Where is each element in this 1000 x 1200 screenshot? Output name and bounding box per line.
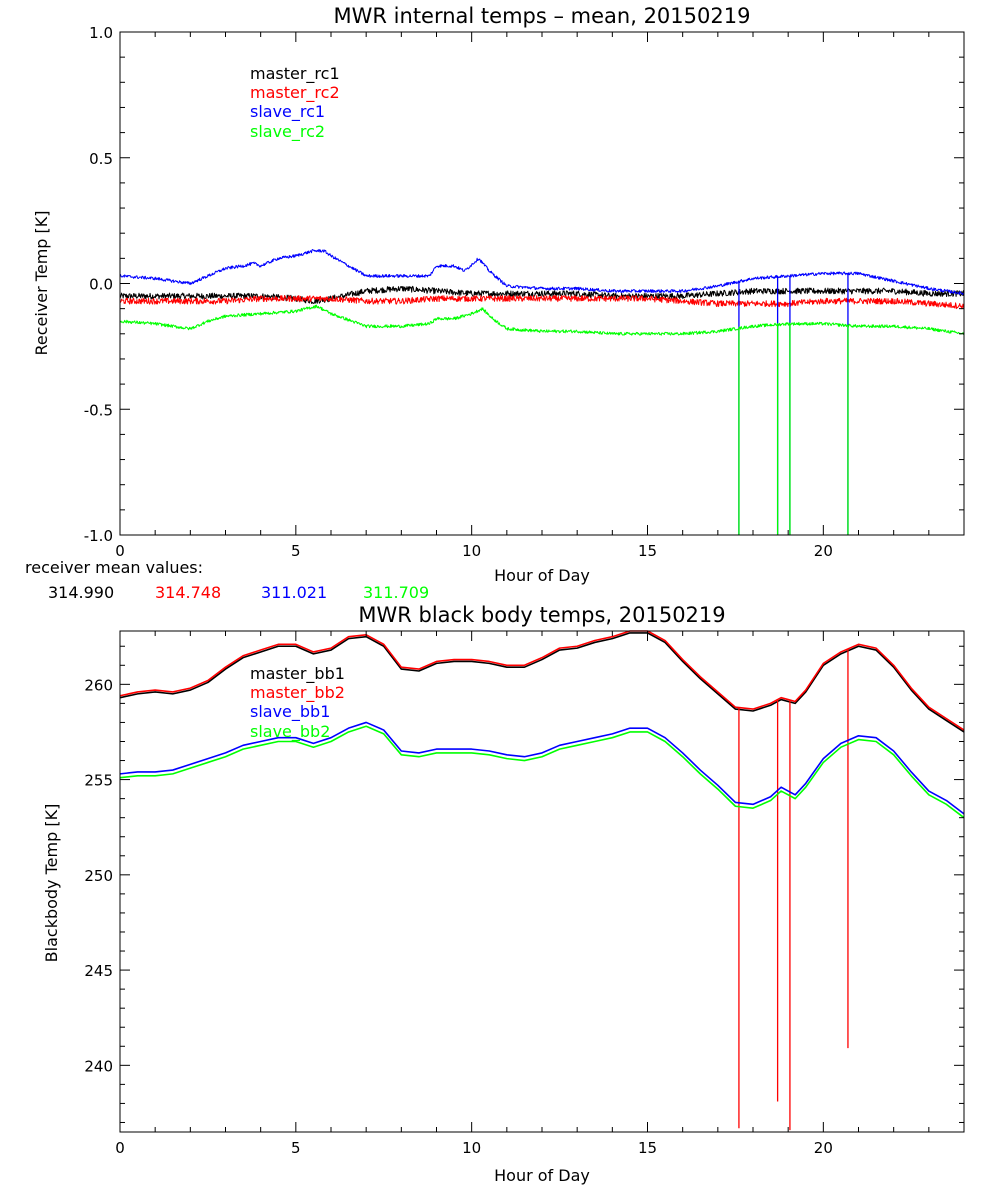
legend-slave-rc1: slave_rc1 [250,102,325,122]
blackbody-plot-frame [119,630,965,1133]
legend-slave-bb1: slave_bb1 [250,702,330,722]
receiver-plot-frame [119,31,965,536]
mean-value-master-rc2: 314.748 [155,583,221,602]
receiver-x-axis-label: Hour of Day [494,566,590,585]
blackbody-y-tick-label: 250 [84,867,113,885]
blackbody-x-tick-label: 20 [814,1139,833,1157]
blackbody-x-axis-label: Hour of Day [494,1166,590,1185]
legend-master-bb2: master_bb2 [250,683,345,703]
blackbody-x-tick-label: 5 [291,1139,301,1157]
legend-slave-rc2: slave_rc2 [250,122,325,142]
receiver-legend: master_rc1 master_rc2 slave_rc1 slave_rc… [250,64,340,142]
receiver-y-tick-label: 1.0 [89,24,113,42]
receiver-series-slave-rc1 [119,248,965,295]
legend-master-rc2: master_rc2 [250,83,340,103]
receiver-temp-chart: MWR internal temps – mean, 20150219 0 5 10… [25,4,965,602]
blackbody-series-group [119,630,965,1131]
blackbody-temp-chart: MWR black body temps, 20150219 0 5 10 15 20 2… [42,603,965,1185]
receiver-series-master-rc2 [119,295,965,310]
blackbody-y-tick-label: 260 [84,676,113,694]
receiver-y-tick-label: -1.0 [84,527,113,545]
receiver-chart-title: MWR internal temps – mean, 20150219 [334,4,751,28]
blackbody-y-tick-label: 240 [84,1057,113,1075]
blackbody-series-slave-bb2 [119,725,965,819]
blackbody-x-tick-label: 15 [638,1139,657,1157]
blackbody-chart-title: MWR black body temps, 20150219 [358,603,725,627]
receiver-x-tick-label: 0 [115,542,125,560]
blackbody-series-slave-bb1 [119,721,965,815]
blackbody-y-tick-label: 245 [84,962,113,980]
receiver-y-tick-label: 0.0 [89,276,113,294]
receiver-x-tick-label: 5 [291,542,301,560]
legend-slave-bb2: slave_bb2 [250,722,330,742]
mean-values-label: receiver mean values: [25,558,203,577]
blackbody-x-tick-label: 0 [115,1139,125,1157]
receiver-y-tick-label: 0.5 [89,150,113,168]
mean-value-slave-rc2: 311.709 [363,583,429,602]
blackbody-series-master-bb1 [119,632,965,733]
legend-master-rc1: master_rc1 [250,64,340,84]
mean-values-row: 314.990 314.748 311.021 311.709 [48,583,429,602]
receiver-y-tick-label: -0.5 [84,401,113,419]
blackbody-x-tick-label: 10 [462,1139,481,1157]
blackbody-axes: 0 5 10 15 20 240 245 250 255 260 [84,631,965,1157]
receiver-series-group [119,248,965,535]
legend-master-bb1: master_bb1 [250,664,345,684]
receiver-x-tick-label: 10 [462,542,481,560]
receiver-series-slave-rc2 [119,304,965,336]
receiver-y-axis-label: Receiver Temp [K] [32,210,51,355]
receiver-x-tick-label: 20 [814,542,833,560]
mean-value-master-rc1: 314.990 [48,583,114,602]
blackbody-series-master-bb2 [119,630,965,731]
blackbody-y-tick-label: 255 [84,772,113,790]
receiver-axes: 0 5 10 15 20 -1.0 -0.5 0.0 0.5 1.0 [84,24,965,560]
blackbody-legend: master_bb1 master_bb2 slave_bb1 slave_bb… [250,664,345,742]
receiver-x-tick-label: 15 [638,542,657,560]
blackbody-y-axis-label: Blackbody Temp [K] [42,804,61,963]
mean-value-slave-rc1: 311.021 [261,583,327,602]
